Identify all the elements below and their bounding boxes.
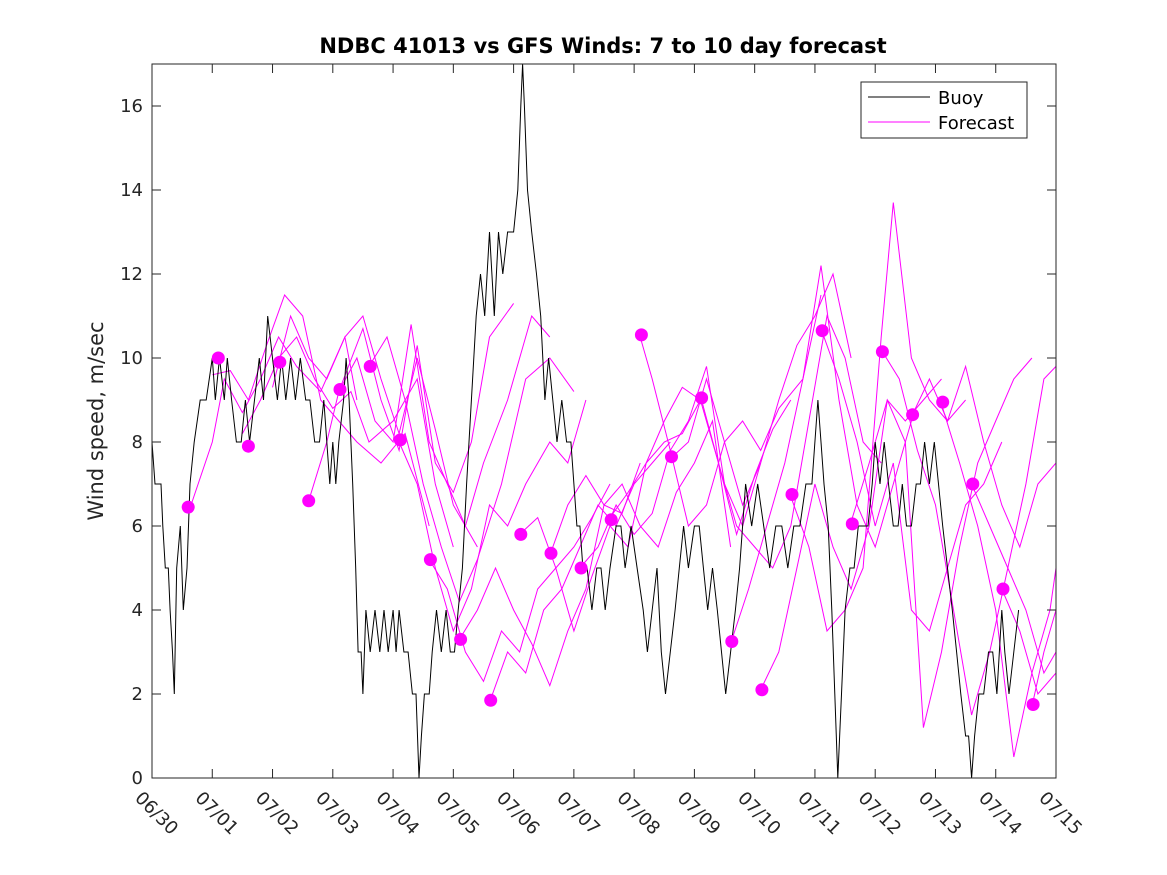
forecast-start-marker	[363, 359, 377, 373]
forecast-start-marker	[333, 383, 347, 396]
forecast-line	[308, 303, 515, 501]
legend-label-forecast: Forecast	[938, 113, 1014, 134]
y-tick-label: 14	[120, 180, 143, 201]
y-tick-label: 0	[132, 768, 143, 789]
legend-label-buoy: Buoy	[938, 88, 984, 109]
legend: Buoy Forecast	[860, 81, 1028, 139]
forecast-start-marker	[755, 683, 769, 697]
y-tick-label: 16	[120, 96, 143, 117]
forecast-start-marker	[1026, 698, 1040, 711]
axes-frame	[151, 63, 1057, 779]
forecast-line	[699, 314, 882, 569]
forecast-start-marker	[665, 450, 678, 464]
forecast-line	[880, 349, 1056, 716]
forecast-start-marker	[785, 488, 799, 501]
forecast-line	[790, 202, 966, 633]
y-axis: 0 2 4 6 8 10 12 14 16	[120, 96, 1056, 789]
forecast-line	[489, 441, 671, 703]
forecast-start-marker	[484, 693, 498, 707]
forecast-start-marker	[634, 328, 648, 342]
forecast-start-marker	[393, 433, 407, 447]
forecast-start-marker	[996, 582, 1010, 596]
y-tick-label: 4	[132, 600, 143, 621]
forecast-start-marker	[302, 494, 316, 508]
forecast-line	[1001, 588, 1056, 696]
forecast-start-marker	[181, 500, 195, 514]
y-tick-label: 6	[132, 516, 143, 537]
legend-box	[860, 81, 1028, 139]
forecast-line	[212, 294, 430, 527]
forecast-line	[730, 265, 912, 644]
forecast-line	[398, 399, 587, 633]
forecast-start-marker	[544, 546, 558, 560]
forecast-start-marker	[604, 513, 618, 527]
forecast-start-marker	[695, 391, 709, 405]
forecast-start-marker	[906, 408, 920, 422]
y-tick-label: 10	[120, 348, 143, 369]
forecast-start-marker	[815, 324, 829, 338]
forecast-line	[820, 328, 1003, 633]
forecast-line	[428, 483, 611, 683]
forecast-line	[971, 483, 1056, 675]
forecast-start-marker	[875, 345, 889, 359]
forecast-start-marker	[423, 553, 437, 567]
forecast-line	[910, 364, 1056, 549]
forecast-line	[549, 419, 732, 556]
forecast-start-marker	[211, 351, 225, 365]
chart-title: NDBC 41013 vs GFS Winds: 7 to 10 day for…	[319, 34, 886, 58]
forecast-start-marker	[845, 517, 859, 531]
forecast-start-marker	[574, 561, 588, 575]
forecast-start-marker	[936, 395, 950, 409]
buoy-line	[152, 64, 1020, 778]
forecast-line	[272, 314, 478, 548]
y-tick-label: 2	[132, 684, 143, 705]
forecast-line	[458, 462, 641, 688]
forecast-start-marker	[725, 635, 739, 648]
y-tick-label: 12	[120, 264, 143, 285]
forecast-line	[338, 314, 551, 528]
forecast-start-marker	[454, 632, 468, 646]
forecast-start-marker	[241, 439, 255, 453]
forecast-start-marker	[966, 477, 980, 491]
forecast-start-marker	[273, 355, 287, 369]
forecast-line	[941, 404, 1056, 758]
forecast-start-marker	[514, 527, 528, 541]
plot-area	[152, 64, 1056, 778]
forecast-line	[1031, 609, 1056, 707]
y-axis-label: Wind speed, m/sec	[84, 321, 108, 520]
y-tick-label: 8	[132, 432, 143, 453]
forecast-line	[850, 357, 1033, 728]
